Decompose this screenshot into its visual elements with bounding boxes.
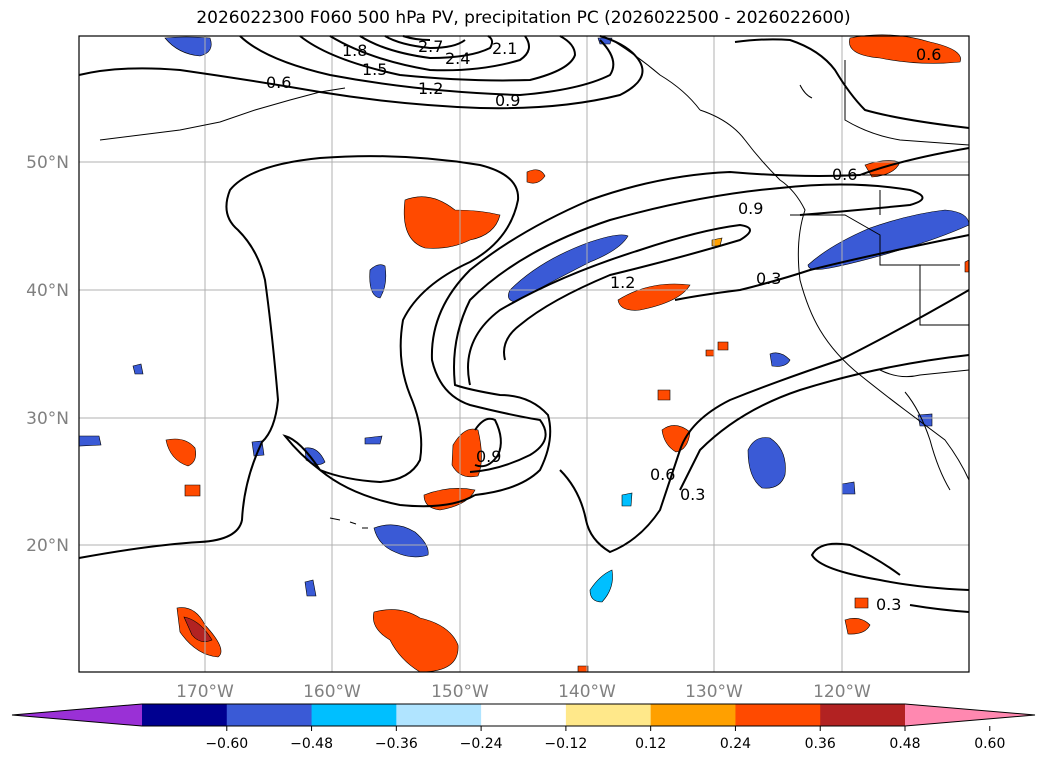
colorbar-segment — [735, 704, 821, 726]
contour-label: 0.6 — [650, 465, 675, 484]
contour-label: 1.8 — [342, 41, 367, 60]
contour-label: 0.9 — [495, 91, 520, 110]
colorbar-extend-min — [12, 704, 142, 726]
colorbar-segment — [396, 704, 482, 726]
contour-label: 1.2 — [610, 273, 635, 292]
contour-label: 0.3 — [680, 485, 705, 504]
colorbar-tick-label: 0.24 — [720, 736, 751, 752]
coastlines — [99, 41, 970, 529]
lon-label: 160°W — [303, 682, 361, 702]
contour-labels: 2.7 2.4 2.1 1.8 1.5 1.2 0.9 0.6 0.6 0.6 … — [266, 37, 941, 614]
map-frame — [78, 35, 970, 673]
lat-tick-labels: 50°N 40°N 30°N 20°N — [26, 153, 69, 556]
colorbar-tick-label: 0.36 — [805, 736, 836, 752]
contour-label: 0.6 — [266, 73, 291, 92]
colorbar-segment — [226, 704, 313, 726]
lat-label: 30°N — [26, 409, 69, 429]
contour-label: 2.7 — [418, 37, 443, 56]
pv-contours — [78, 35, 970, 613]
colorbar-segment — [311, 704, 397, 726]
contour-label: 2.1 — [492, 39, 517, 58]
contour-label: 1.5 — [362, 60, 387, 79]
lat-label: 20°N — [26, 536, 69, 556]
precip-negative — [78, 36, 970, 603]
contour-label: 0.3 — [876, 595, 901, 614]
contour-label: 0.6 — [832, 165, 857, 184]
lon-label: 170°W — [176, 682, 234, 702]
colorbar-tick-label: −0.48 — [290, 736, 333, 752]
lon-label: 140°W — [558, 682, 616, 702]
contour-label: 1.2 — [418, 79, 443, 98]
colorbar-tick-label: 0.12 — [635, 736, 666, 752]
colorbar-segment — [650, 704, 736, 726]
lon-tick-labels: 170°W 160°W 150°W 140°W 130°W 120°W — [176, 682, 871, 702]
lon-label: 120°W — [813, 682, 871, 702]
colorbar-segment — [481, 704, 567, 726]
map-area — [79, 36, 969, 672]
contour-label: 0.9 — [738, 199, 763, 218]
colorbar: −0.60 −0.48 −0.36 −0.24 −0.12 0.12 0.24 0.36 0.4… — [11, 703, 1036, 752]
colorbar-tick-label: 0.60 — [974, 736, 1005, 752]
colorbar-segment — [820, 704, 906, 726]
lon-label: 130°W — [685, 682, 743, 702]
contour-label: 0.9 — [476, 447, 501, 466]
map-title: 2026022300 F060 500 hPa PV, precipitatio… — [196, 8, 851, 28]
lon-label: 150°W — [431, 682, 489, 702]
colorbar-extend-max — [905, 704, 1035, 726]
colorbar-tick-label: −0.60 — [205, 736, 248, 752]
colorbar-segment — [142, 704, 228, 726]
colorbar-tick-label: −0.12 — [544, 736, 587, 752]
colorbar-tick-label: −0.24 — [460, 736, 503, 752]
contour-label: 0.6 — [916, 45, 941, 64]
gridlines — [79, 36, 969, 672]
colorbar-segment — [565, 704, 652, 726]
precip-positive — [165, 34, 970, 673]
colorbar-tick-label: −0.36 — [375, 736, 418, 752]
lat-label: 40°N — [26, 281, 69, 301]
colorbar-tick-label: 0.48 — [889, 736, 920, 752]
contour-label: 0.3 — [756, 269, 781, 288]
colorbar-outline — [11, 703, 1036, 727]
lat-label: 50°N — [26, 153, 69, 173]
contour-label: 2.4 — [445, 49, 470, 68]
